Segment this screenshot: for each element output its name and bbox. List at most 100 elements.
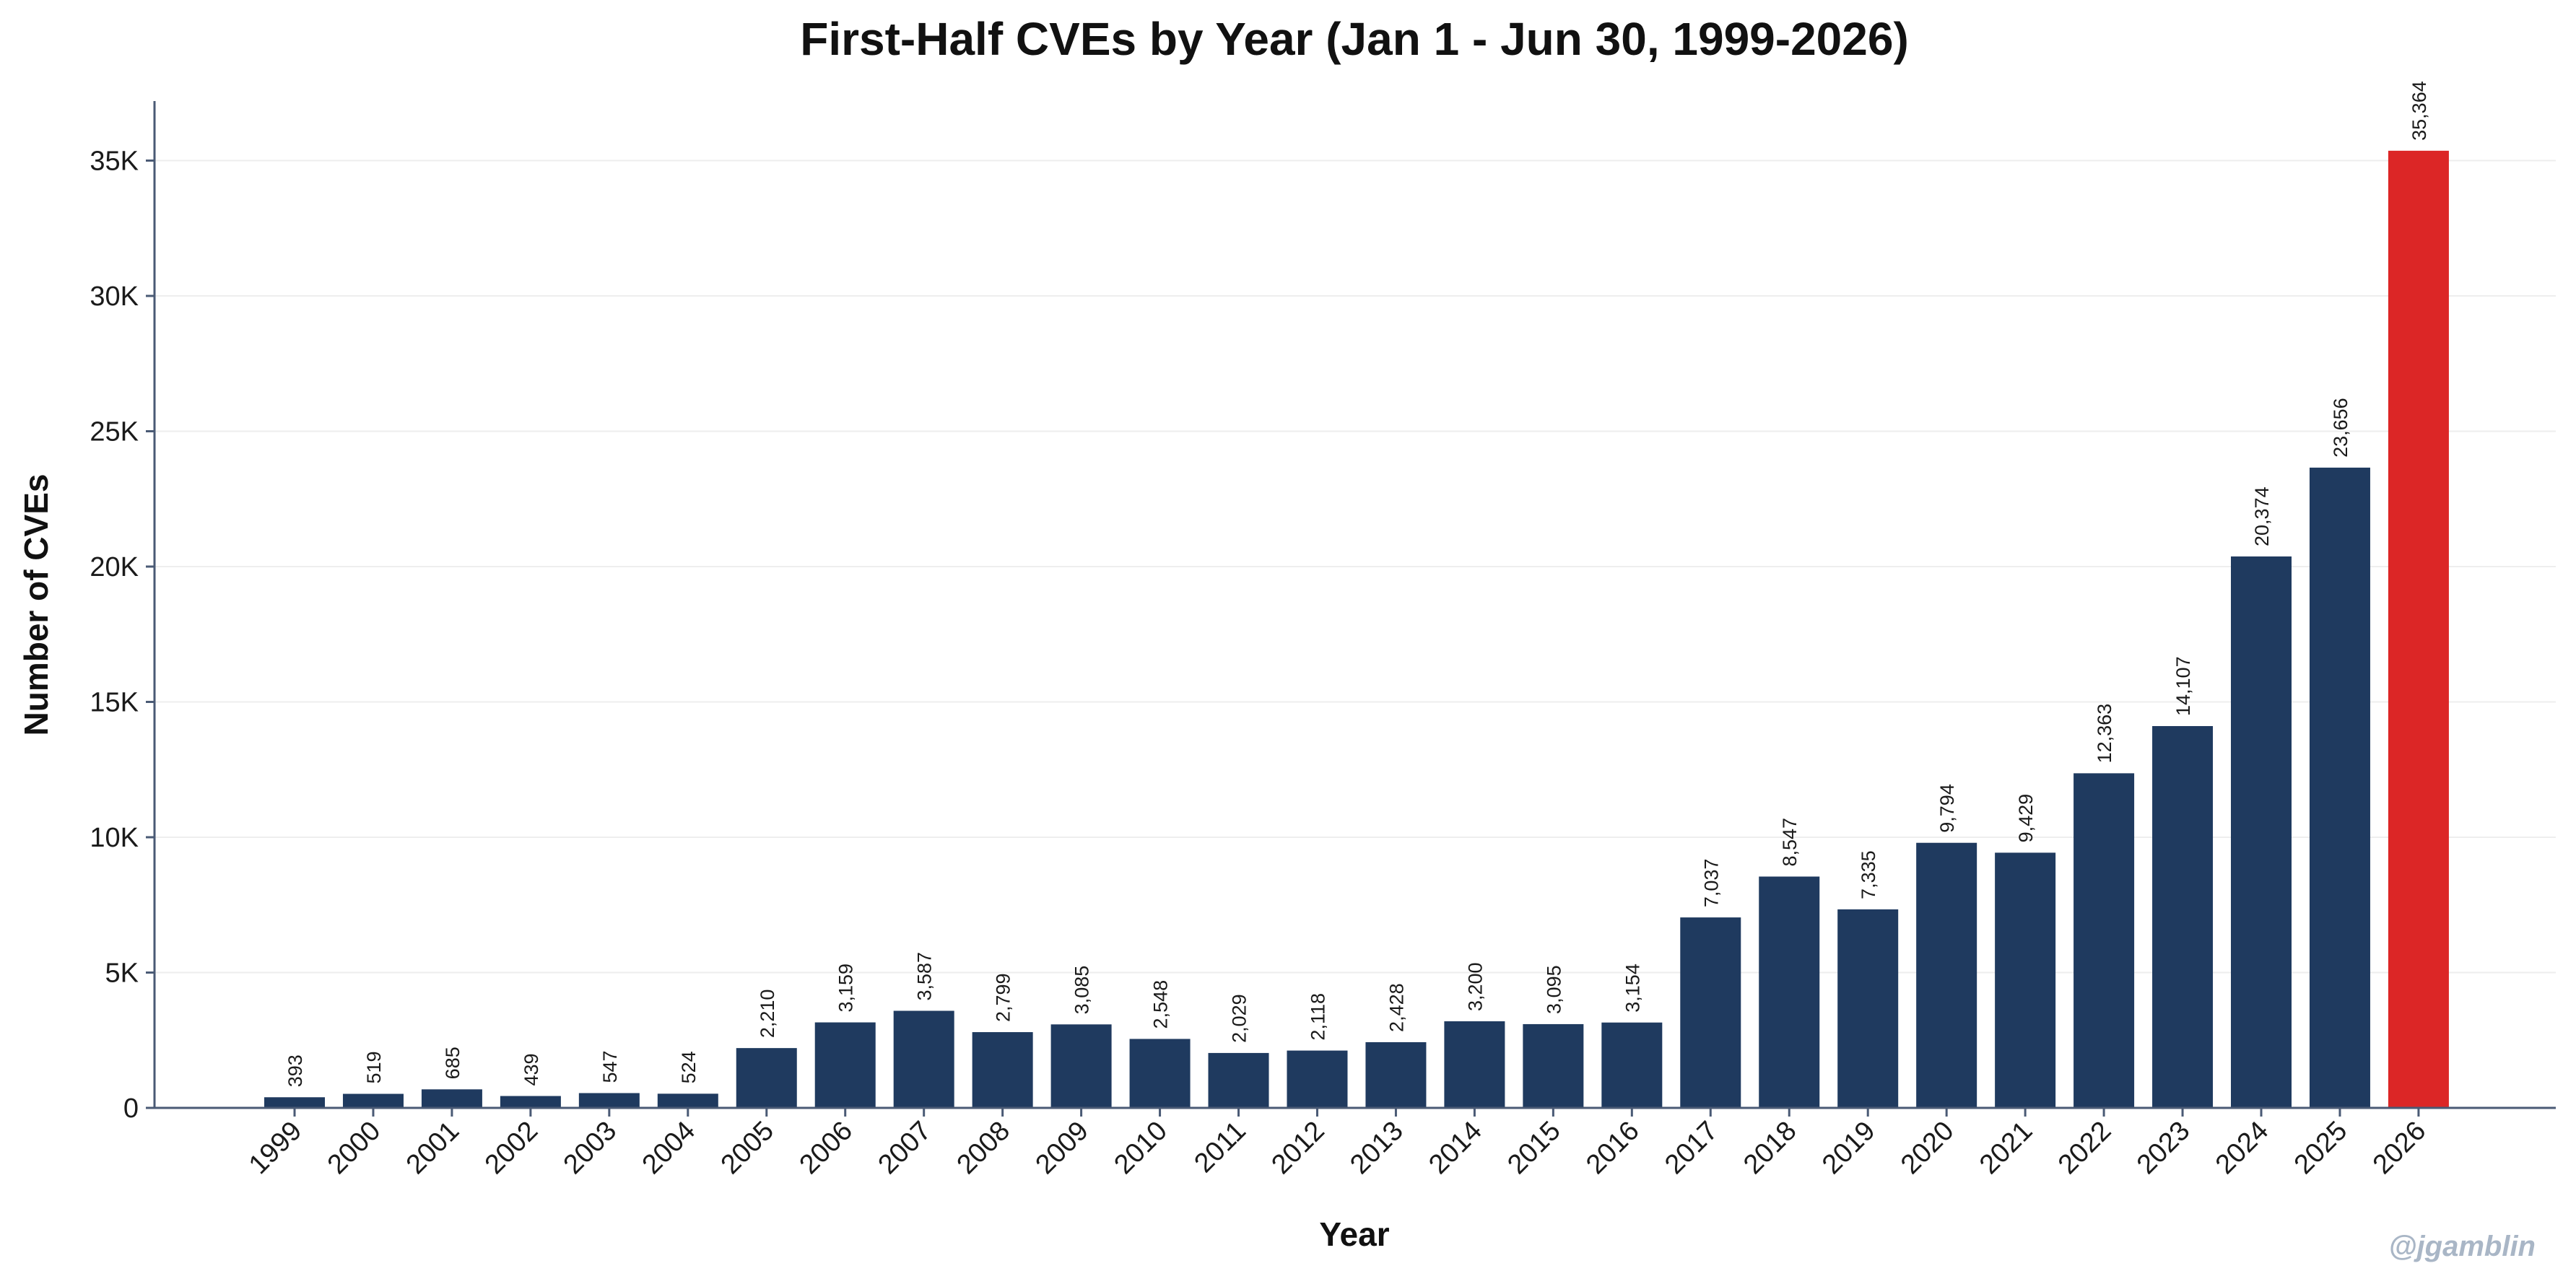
data-label-2002: 439 — [521, 1053, 542, 1086]
x-axis-title: Year — [1319, 1215, 1389, 1253]
bar-2007 — [893, 1010, 954, 1108]
bar-2003 — [578, 1093, 640, 1108]
bar-2006 — [814, 1022, 876, 1108]
data-label-2004: 524 — [678, 1051, 700, 1083]
x-tick-label-2012: 2012 — [1266, 1116, 1330, 1180]
y-tick-label: 10K — [90, 823, 139, 853]
y-tick-label: 20K — [90, 552, 139, 582]
y-tick-label: 30K — [90, 281, 139, 312]
data-labels: 393 519 685 439 547 524 2,210 3,159 3,587 2,799 3,… — [284, 81, 2430, 1087]
x-tick-label-2026: 2026 — [2367, 1116, 2432, 1180]
data-label-2006: 3,159 — [835, 964, 857, 1013]
data-label-2011: 2,029 — [1229, 994, 1250, 1043]
bar-2011 — [1208, 1052, 1269, 1108]
data-label-2020: 9,794 — [1936, 784, 1958, 833]
data-label-2014: 3,200 — [1464, 962, 1486, 1011]
x-tick-label-2010: 2010 — [1108, 1116, 1172, 1180]
data-label-2015: 3,095 — [1543, 965, 1565, 1014]
bar-2001 — [421, 1089, 482, 1108]
x-tick-label-2006: 2006 — [794, 1116, 858, 1180]
x-tick-label-2021: 2021 — [1974, 1116, 2038, 1180]
data-label-2018: 8,547 — [1779, 818, 1801, 867]
x-tick-label-1999: 1999 — [243, 1116, 308, 1180]
x-tick-label-2011: 2011 — [1188, 1116, 1251, 1179]
x-tick-label-2009: 2009 — [1030, 1116, 1094, 1180]
bar-2008 — [972, 1032, 1033, 1108]
data-label-2013: 2,428 — [1385, 983, 1407, 1032]
bar-2013 — [1365, 1041, 1427, 1108]
x-tick-label-2005: 2005 — [715, 1116, 780, 1180]
bar-1999 — [264, 1097, 325, 1108]
bar-2021 — [1995, 852, 2056, 1108]
data-label-2005: 2,210 — [757, 990, 778, 1039]
bars — [264, 150, 2449, 1109]
data-label-2003: 547 — [599, 1050, 621, 1083]
axes — [153, 101, 2556, 1109]
data-label-2007: 3,587 — [914, 952, 936, 1001]
data-label-2021: 9,429 — [2015, 794, 2037, 843]
x-tick-label-2000: 2000 — [322, 1116, 386, 1180]
data-label-2017: 7,037 — [1700, 859, 1722, 908]
data-label-2023: 14,107 — [2172, 656, 2194, 716]
bar-2016 — [1601, 1022, 1663, 1108]
y-tick-label: 35K — [90, 147, 139, 177]
x-tick-label-2024: 2024 — [2210, 1116, 2274, 1180]
bar-2017 — [1680, 917, 1741, 1108]
bar-2012 — [1287, 1050, 1348, 1108]
y-tick-label: 15K — [90, 688, 139, 718]
bar-2022 — [2074, 773, 2135, 1108]
data-label-2001: 685 — [442, 1047, 464, 1079]
bar-2015 — [1523, 1023, 1584, 1108]
data-label-2024: 20,374 — [2251, 486, 2273, 546]
y-ticks: 0 5K 10K 15K 20K 25K 30K 35K — [90, 147, 155, 1124]
y-axis-title: Number of CVEs — [17, 474, 55, 736]
bar-2018 — [1759, 876, 1820, 1108]
x-tick-label-2015: 2015 — [1502, 1116, 1566, 1180]
y-tick-label: 25K — [90, 417, 139, 447]
bar-2023 — [2152, 725, 2214, 1108]
bar-2014 — [1444, 1021, 1505, 1108]
data-label-2010: 2,548 — [1150, 980, 1172, 1029]
data-label-1999: 393 — [284, 1054, 306, 1087]
bar-2010 — [1129, 1039, 1191, 1108]
data-label-2000: 519 — [363, 1051, 385, 1083]
x-tick-label-2018: 2018 — [1738, 1116, 1802, 1180]
data-label-2016: 3,154 — [1622, 964, 1643, 1013]
x-tick-label-2025: 2025 — [2289, 1116, 2353, 1180]
x-tick-label-2014: 2014 — [1423, 1116, 1487, 1180]
x-tick-label-2023: 2023 — [2131, 1116, 2196, 1180]
x-tick-label-2002: 2002 — [479, 1116, 544, 1180]
gridlines — [155, 160, 2556, 974]
y-tick-label: 0 — [123, 1093, 139, 1124]
bar-2004 — [657, 1093, 718, 1108]
bar-2002 — [500, 1096, 561, 1108]
x-tick-label-2008: 2008 — [952, 1116, 1016, 1180]
x-tick-label-2007: 2007 — [873, 1116, 937, 1180]
data-label-2025: 23,656 — [2330, 398, 2351, 458]
data-label-2026: 35,364 — [2409, 81, 2430, 141]
watermark-text: @jgamblin — [2389, 1231, 2536, 1262]
bar-2026 — [2388, 150, 2449, 1109]
bar-2025 — [2309, 467, 2370, 1108]
data-label-2008: 2,799 — [993, 973, 1014, 1022]
data-label-2019: 7,335 — [1858, 850, 1879, 899]
bar-2000 — [342, 1093, 404, 1108]
chart-title: First-Half CVEs by Year (Jan 1 - Jun 30,… — [800, 13, 1909, 65]
bar-2019 — [1837, 909, 1899, 1108]
x-tick-label-2022: 2022 — [2053, 1116, 2117, 1180]
x-tick-label-2020: 2020 — [1895, 1116, 1959, 1180]
x-tick-label-2003: 2003 — [558, 1116, 622, 1180]
data-label-2012: 2,118 — [1307, 993, 1328, 1041]
bar-2005 — [736, 1048, 797, 1108]
x-tick-label-2016: 2016 — [1580, 1116, 1645, 1180]
bar-2024 — [2231, 556, 2292, 1108]
y-tick-label: 5K — [105, 958, 139, 989]
x-tick-label-2001: 2001 — [401, 1116, 465, 1180]
x-tick-label-2019: 2019 — [1816, 1116, 1881, 1180]
x-tick-label-2013: 2013 — [1344, 1116, 1409, 1180]
data-label-2009: 3,085 — [1071, 966, 1093, 1015]
x-tick-label-2004: 2004 — [637, 1116, 701, 1180]
bar-2009 — [1050, 1024, 1112, 1108]
